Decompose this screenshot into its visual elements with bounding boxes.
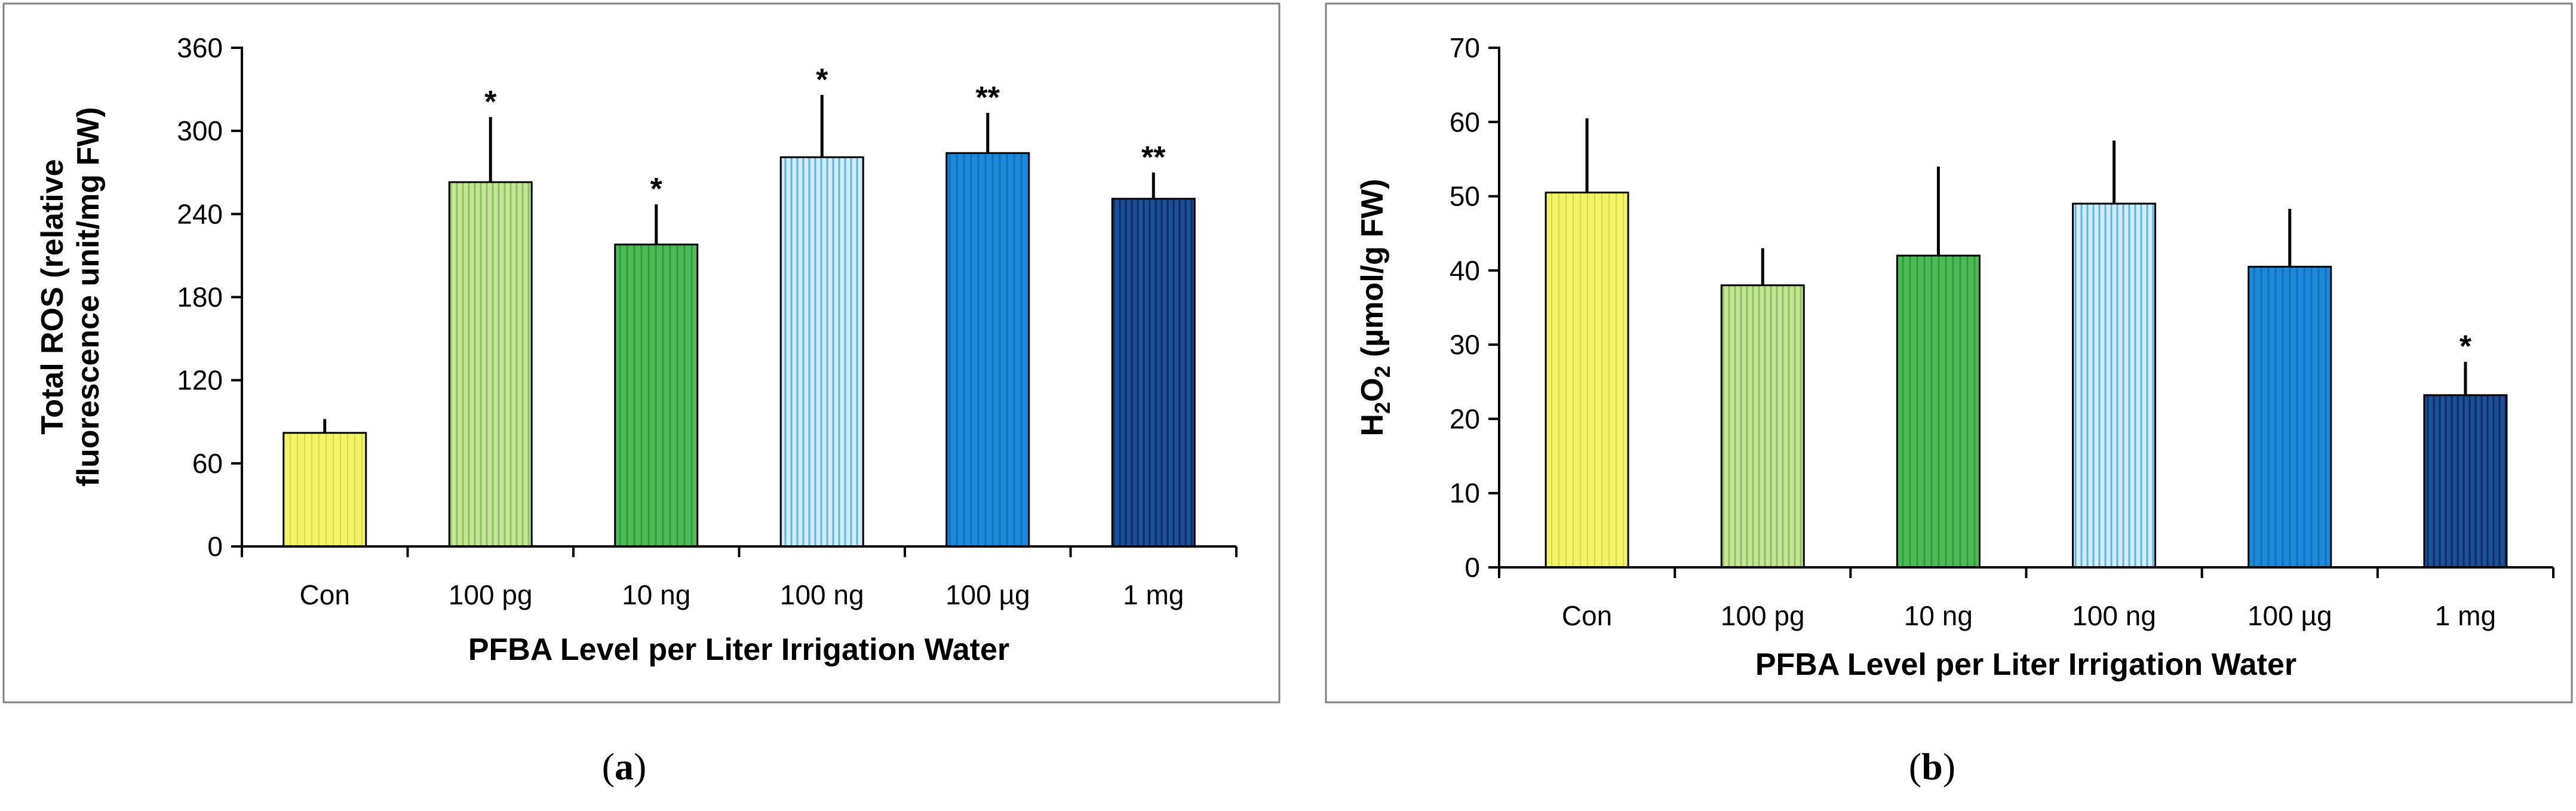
- panel-a-frame: [2, 2, 1281, 704]
- bar: [945, 152, 1030, 548]
- y-tick-label: 50: [1450, 181, 1480, 212]
- y-tick-label: 60: [1450, 106, 1480, 137]
- x-tick-label: 100 ng: [2072, 600, 2156, 631]
- bar: [448, 181, 533, 548]
- x-tick-label: 100 pg: [1721, 600, 1805, 631]
- x-axis-title: PFBA Level per Liter Irrigation Water: [1755, 647, 2296, 682]
- y-tick-label: 40: [1450, 255, 1480, 286]
- bar: [1720, 284, 1805, 569]
- y-axis-title-line: fluorescence unit/mg FW): [71, 107, 106, 487]
- panel-a-caption-letter: a: [615, 745, 634, 788]
- panel-a-chart: 0 60 120 180 240 300 360 Con * 100 pg * 10 ng * 100 n…: [35, 32, 1238, 667]
- bar: [614, 243, 699, 548]
- bar: [779, 156, 864, 548]
- y-tick-label: 0: [1464, 552, 1480, 583]
- x-tick-label: 100 µg: [945, 579, 1030, 610]
- bar: [283, 432, 367, 548]
- bar: [2248, 266, 2332, 569]
- y-tick-label: 240: [177, 198, 223, 229]
- x-tick-label: 1 mg: [2435, 600, 2496, 631]
- x-tick-label: 10 ng: [622, 579, 690, 610]
- y-tick-label: 70: [1450, 32, 1480, 63]
- significance-label: *: [484, 85, 497, 119]
- x-tick-label: 100 pg: [449, 579, 533, 610]
- x-tick-label: 100 ng: [780, 579, 864, 610]
- bar: [1111, 198, 1196, 548]
- panel-b-caption: (b): [1909, 745, 1955, 788]
- x-tick-label: 1 mg: [1123, 579, 1184, 610]
- y-axis-title-part: O: [1355, 377, 1390, 401]
- y-axis-title-part: (µmol/g FW): [1355, 179, 1390, 365]
- y-tick-label: 180: [177, 282, 223, 313]
- y-tick-label: 20: [1450, 403, 1480, 434]
- bar: [2423, 394, 2508, 569]
- significance-label: *: [816, 63, 828, 97]
- y-tick-label: 300: [177, 115, 223, 146]
- panel-b-caption-letter: b: [1921, 745, 1943, 788]
- x-tick-label: Con: [1562, 600, 1612, 631]
- y-axis-title-subscript: 2: [1370, 365, 1395, 377]
- y-tick-label: 10: [1450, 478, 1480, 509]
- x-tick-label: 10 ng: [1904, 600, 1973, 631]
- x-axis-title: PFBA Level per Liter Irrigation Water: [468, 632, 1009, 667]
- significance-label: *: [2460, 330, 2472, 364]
- y-tick-label: 0: [207, 531, 223, 562]
- y-axis-title-subscript: 2: [1370, 402, 1395, 414]
- significance-label: **: [976, 81, 1000, 115]
- y-tick-label: 120: [177, 365, 223, 396]
- bar: [2072, 202, 2157, 569]
- significance-label: *: [650, 172, 663, 207]
- x-tick-label: 100 µg: [2248, 600, 2332, 631]
- bar: [1896, 254, 1981, 569]
- y-axis-title: H2O2 (µmol/g FW): [1355, 179, 1395, 436]
- panel-b-chart: 0 10 20 30 40 50 60 70 Con 100 pg 10 ng 100 ng 100 µ…: [1355, 32, 2554, 682]
- panel-b-frame: [1325, 2, 2573, 704]
- bar: [1545, 191, 1629, 569]
- y-tick-label: 360: [177, 32, 223, 63]
- panel-a-caption: (a): [602, 745, 647, 788]
- y-tick-label: 30: [1450, 329, 1480, 360]
- y-tick-label: 60: [192, 448, 223, 479]
- y-axis-title-part: H: [1355, 414, 1390, 437]
- x-tick-label: Con: [300, 579, 350, 610]
- y-axis-title-line: Total ROS (relative: [35, 159, 70, 434]
- significance-label: **: [1141, 140, 1166, 175]
